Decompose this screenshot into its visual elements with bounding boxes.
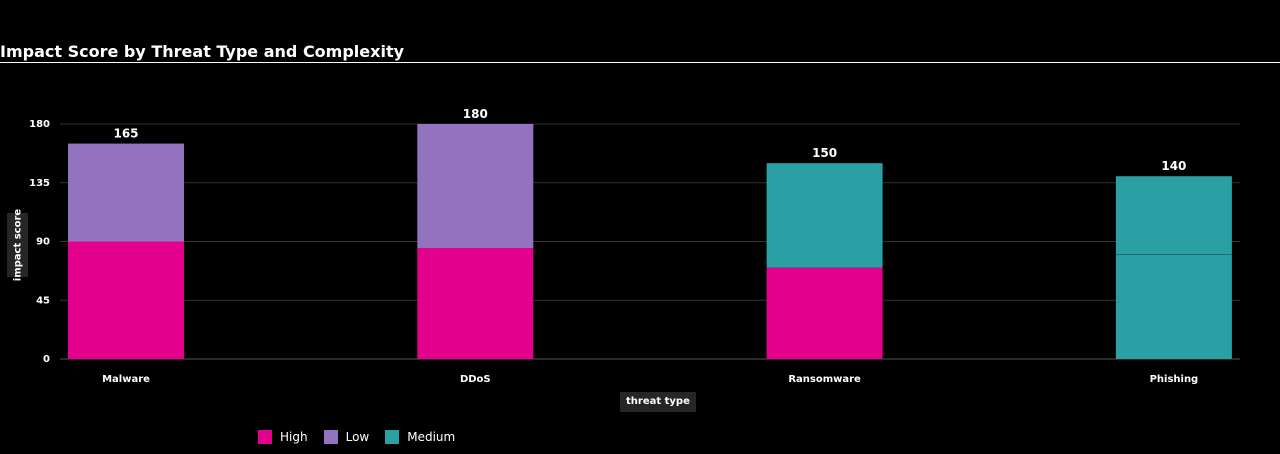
bar-segment-low — [417, 124, 534, 249]
y-tick-label: 180 — [29, 119, 50, 130]
bar-total-label: 180 — [463, 107, 488, 121]
y-tick-label: 135 — [29, 178, 50, 189]
bar-segment-medium — [766, 163, 883, 268]
x-axis-label: threat type — [620, 392, 696, 412]
legend-swatch — [258, 430, 272, 444]
bar-segment-high — [68, 241, 184, 359]
bar-total-label: 165 — [113, 127, 138, 141]
x-tick-label: Malware — [102, 374, 150, 385]
legend-item-high[interactable]: High — [258, 430, 308, 444]
x-tick-label: Ransomware — [788, 374, 861, 385]
bar-segment-high — [766, 267, 883, 359]
y-tick-label: 90 — [36, 237, 50, 248]
legend-label: High — [280, 430, 308, 444]
legend-label: Medium — [407, 430, 456, 444]
bar-segment-low — [68, 143, 184, 242]
y-axis-label-text: impact score — [12, 208, 23, 282]
bar-segment-medium — [1115, 176, 1232, 359]
legend-label: Low — [345, 430, 370, 444]
bar-total-label: 140 — [1161, 159, 1186, 173]
bar-segment-high — [417, 248, 534, 359]
y-tick-label: 0 — [43, 354, 50, 365]
legend-swatch — [323, 430, 338, 444]
y-axis-label: impact score — [7, 209, 28, 281]
bar-total-label: 150 — [812, 146, 837, 160]
x-tick-label: DDoS — [460, 374, 491, 385]
legend-item-low[interactable]: Low — [323, 430, 370, 444]
chart-title: Impact Score by Threat Type and Complexi… — [0, 42, 405, 61]
x-tick-label: Phishing — [1150, 374, 1199, 385]
y-tick-label: 45 — [36, 295, 50, 306]
legend: High Low Medium — [258, 430, 455, 444]
title-divider — [0, 62, 1280, 63]
legend-swatch — [385, 430, 400, 444]
legend-item-medium[interactable]: Medium — [385, 430, 455, 444]
